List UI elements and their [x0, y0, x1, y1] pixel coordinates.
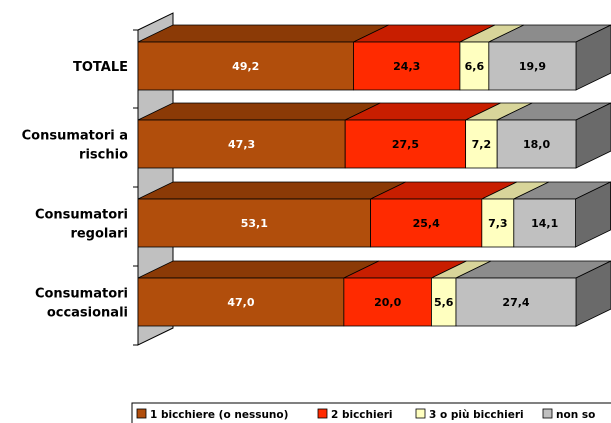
bar-segment-4-cat-1 [488, 41, 577, 91]
legend-swatch [415, 408, 426, 419]
data-label: 6,6 [465, 60, 485, 73]
category-label: regolari [70, 227, 128, 242]
data-label: 14,1 [531, 217, 558, 230]
data-label: 7,2 [472, 138, 492, 151]
data-label: 27,4 [502, 296, 529, 309]
legend-box [131, 402, 611, 423]
bar-segment-3-cat-4 [431, 277, 457, 327]
bar-top-1-cat-1 [137, 24, 389, 43]
data-label: 27,5 [392, 138, 419, 151]
bar-segment-1-cat-2 [137, 119, 346, 169]
chart-bars: 49,2 24,3 6,6 19,9 47,3 27,5 7,2 18,0 53,1 25,4 7,… [137, 24, 611, 327]
category-label: Consumatori [35, 208, 128, 223]
data-label: 19,9 [519, 60, 546, 73]
data-label: 25,4 [413, 217, 440, 230]
category-label: rischio [79, 148, 128, 163]
category-label: occasionali [47, 306, 128, 321]
bar-segment-1-cat-3 [137, 198, 371, 248]
data-label: 47,3 [228, 138, 255, 151]
legend-label: 3 o più bicchieri [429, 409, 524, 421]
bar-segment-2-cat-3 [370, 198, 483, 248]
legend-swatch [136, 408, 147, 419]
bar-segment-4-cat-3 [513, 198, 576, 248]
legend-swatch [542, 408, 553, 419]
category-label: Consumatori a [22, 129, 128, 144]
bar-segment-1-cat-4 [137, 277, 345, 327]
legend-label: non so [556, 409, 595, 421]
bar-segment-2-cat-4 [343, 277, 432, 327]
bar-segment-4-cat-2 [496, 119, 577, 169]
category-label: Consumatori [35, 287, 128, 302]
bar-segment-1-cat-1 [137, 41, 354, 91]
data-label: 24,3 [393, 60, 420, 73]
legend-label: 2 bicchieri [331, 409, 393, 421]
data-label: 20,0 [374, 296, 401, 309]
category-label: TOTALE [73, 60, 128, 75]
bar-top-1-cat-3 [137, 181, 406, 200]
data-label: 18,0 [523, 138, 550, 151]
legend-label: 1 bicchiere (o nessuno) [150, 409, 288, 421]
data-label: 5,6 [434, 296, 454, 309]
bar-segment-4-cat-4 [455, 277, 577, 327]
data-label: 47,0 [227, 296, 254, 309]
bar-top-1-cat-2 [137, 102, 381, 121]
bar-top-1-cat-4 [137, 260, 380, 279]
legend-swatch [317, 408, 328, 419]
bar-segment-2-cat-1 [353, 41, 461, 91]
bar-segment-3-cat-2 [465, 119, 498, 169]
category-labels: TOTALE Consumatori a rischio Consumatori reg… [22, 60, 128, 321]
data-label: 7,3 [488, 217, 508, 230]
data-label: 53,1 [241, 217, 268, 230]
chart-legend: 1 bicchiere (o nessuno) 2 bicchieri 3 o pi… [131, 402, 611, 423]
data-label: 49,2 [232, 60, 259, 73]
bar-segment-2-cat-2 [344, 119, 467, 169]
